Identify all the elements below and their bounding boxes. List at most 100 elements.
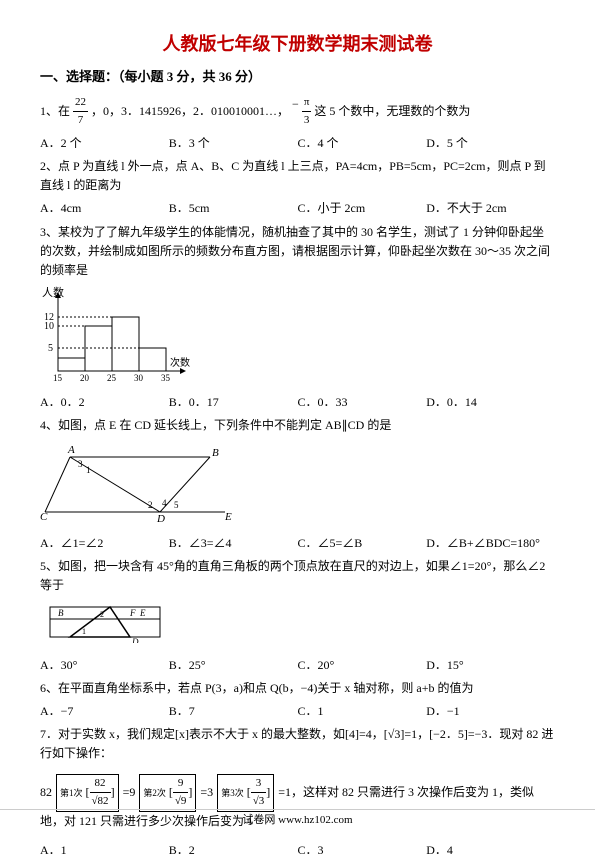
xtick-30: 30 bbox=[134, 373, 144, 381]
chain3-num: 3 bbox=[251, 775, 267, 794]
q4-figure: A B C D E 3 1 2 4 5 bbox=[40, 442, 555, 528]
q6-optB: B．7 bbox=[169, 702, 298, 721]
q7-sqrt3: √3 bbox=[388, 727, 401, 741]
question-4: 4、如图，点 E 在 CD 延长线上，下列条件中不能判定 AB∥CD 的是 bbox=[40, 416, 555, 435]
q6-optC: C．1 bbox=[298, 702, 427, 721]
bar-1 bbox=[58, 358, 85, 371]
q5-svg: B F E D 2 1 bbox=[40, 601, 170, 643]
xtick-15: 15 bbox=[53, 373, 63, 381]
chain3-label: 第3次 bbox=[221, 787, 244, 797]
page-title: 人教版七年级下册数学期末测试卷 bbox=[40, 30, 555, 59]
angle-5: 5 bbox=[174, 500, 179, 510]
question-6: 6、在平面直角坐标系中，若点 P(3，a)和点 Q(b，−4)关于 x 轴对称，… bbox=[40, 679, 555, 698]
q3-optC: C．0．33 bbox=[298, 393, 427, 412]
frac-num: π bbox=[302, 94, 312, 113]
label-B: B bbox=[58, 608, 64, 618]
question-5: 5、如图，把一块含有 45°角的直角三角板的两个顶点放在直尺的对边上，如果∠1=… bbox=[40, 557, 555, 595]
chain3-box: 第3次 [3√3] bbox=[217, 774, 274, 812]
bar-3 bbox=[112, 317, 139, 371]
frac-den: 3 bbox=[302, 112, 312, 130]
chain1-label: 第1次 bbox=[60, 787, 83, 797]
label-B: B bbox=[212, 447, 219, 459]
angle-4: 4 bbox=[162, 498, 167, 508]
chain3-den: √3 bbox=[251, 793, 267, 811]
q7-optB: B．2 bbox=[169, 841, 298, 860]
section-header: 一、选择题：（每小题 3 分，共 36 分） bbox=[40, 67, 555, 88]
question-1: 1、在 22 7 ，0，3．1415926，2．010010001…， − π … bbox=[40, 94, 555, 130]
label-E: E bbox=[139, 608, 146, 618]
q4-optB: B．∠3=∠4 bbox=[169, 534, 298, 553]
chain2-out: =3 bbox=[200, 784, 213, 798]
label-F: F bbox=[129, 608, 136, 618]
frac-num: 22 bbox=[73, 94, 88, 113]
xtick-35: 35 bbox=[161, 373, 171, 381]
chain2-den: √9 bbox=[173, 793, 189, 811]
xtick-25: 25 bbox=[107, 373, 117, 381]
q7-optC: C．3 bbox=[298, 841, 427, 860]
q2-optB: B．5cm bbox=[169, 199, 298, 218]
q1-optB: B．3 个 bbox=[169, 134, 298, 153]
ytick-10: 10 bbox=[44, 321, 54, 332]
q1-text3: 这 5 个数中，无理数的个数为 bbox=[314, 103, 470, 117]
q5-optD: D．15° bbox=[426, 656, 555, 675]
chain2-box: 第2次 [9√9] bbox=[139, 774, 196, 812]
line-AD bbox=[70, 457, 160, 512]
angle-2: 2 bbox=[148, 500, 153, 510]
q3-optA: A．0．2 bbox=[40, 393, 169, 412]
q3-figure: 人数 12 10 5 15 20 25 30 35 次数 bbox=[40, 286, 555, 387]
q1-text2: ，0，3．1415926，2．010010001…， bbox=[91, 103, 289, 117]
line-BD bbox=[160, 457, 210, 512]
q4-svg: A B C D E 3 1 2 4 5 bbox=[40, 442, 240, 522]
q5-optA: A．30° bbox=[40, 656, 169, 675]
q6-optA: A．−7 bbox=[40, 702, 169, 721]
angle-1: 1 bbox=[86, 465, 91, 475]
ytick-5: 5 bbox=[48, 343, 53, 354]
angle-1: 1 bbox=[82, 627, 86, 636]
xtick-20: 20 bbox=[80, 373, 90, 381]
chain2-label: 第2次 bbox=[143, 787, 166, 797]
q7-optD: D．4 bbox=[426, 841, 555, 860]
chain3-out: =1 bbox=[278, 784, 291, 798]
q4-optD: D．∠B+∠BDC=180° bbox=[426, 534, 555, 553]
chain2-num: 9 bbox=[173, 775, 189, 794]
q3-optD: D．0．14 bbox=[426, 393, 555, 412]
label-C: C bbox=[40, 511, 48, 522]
bar-4 bbox=[139, 348, 166, 371]
chain1-num: 82 bbox=[90, 775, 111, 794]
q3-options: A．0．2 B．0．17 C．0．33 D．0．14 bbox=[40, 393, 555, 412]
q6-optD: D．−1 bbox=[426, 702, 555, 721]
q1-optC: C．4 个 bbox=[298, 134, 427, 153]
q5-figure: B F E D 2 1 bbox=[40, 601, 555, 649]
question-7: 7．对于实数 x，我们规定[x]表示不大于 x 的最大整数，如[4]=4，[√3… bbox=[40, 725, 555, 763]
ylabel: 人数 bbox=[42, 286, 64, 299]
frac-den: 7 bbox=[73, 112, 88, 130]
line-AC bbox=[45, 457, 70, 512]
question-3: 3、某校为了了解九年级学生的体能情况，随机抽查了其中的 30 名学生，测试了 1… bbox=[40, 223, 555, 281]
footer: 试卷网 www.hz102.com bbox=[0, 809, 595, 830]
question-2: 2、点 P 为直线 l 外一点，点 A、B、C 为直线 l 上三点，PA=4cm… bbox=[40, 157, 555, 195]
q1-options: A．2 个 B．3 个 C．4 个 D．5 个 bbox=[40, 134, 555, 153]
angle-2: 2 bbox=[100, 610, 104, 619]
q3-optB: B．0．17 bbox=[169, 393, 298, 412]
q4-optA: A．∠1=∠2 bbox=[40, 534, 169, 553]
q6-options: A．−7 B．7 C．1 D．−1 bbox=[40, 702, 555, 721]
q1-text1: 1、在 bbox=[40, 103, 70, 117]
q5-options: A．30° B．25° C．20° D．15° bbox=[40, 656, 555, 675]
q2-optD: D．不大于 2cm bbox=[426, 199, 555, 218]
q7-optA: A．1 bbox=[40, 841, 169, 860]
chain1-out: =9 bbox=[123, 784, 136, 798]
q1-frac1: 22 7 bbox=[73, 94, 88, 130]
label-D: D bbox=[131, 637, 139, 643]
q1-frac2: π 3 bbox=[302, 94, 312, 130]
label-A: A bbox=[67, 444, 75, 456]
xlabel: 次数 bbox=[170, 356, 190, 369]
q1-optD: D．5 个 bbox=[426, 134, 555, 153]
q5-optC: C．20° bbox=[298, 656, 427, 675]
q2-options: A．4cm B．5cm C．小于 2cm D．不大于 2cm bbox=[40, 199, 555, 218]
label-D: D bbox=[156, 513, 165, 522]
chain1-den: √82 bbox=[90, 793, 111, 811]
q5-optB: B．25° bbox=[169, 656, 298, 675]
q7-text1: 7．对于实数 x，我们规定[x]表示不大于 x 的最大整数，如[4]=4，[ bbox=[40, 727, 388, 741]
q4-optC: C．∠5=∠B bbox=[298, 534, 427, 553]
q1-optA: A．2 个 bbox=[40, 134, 169, 153]
